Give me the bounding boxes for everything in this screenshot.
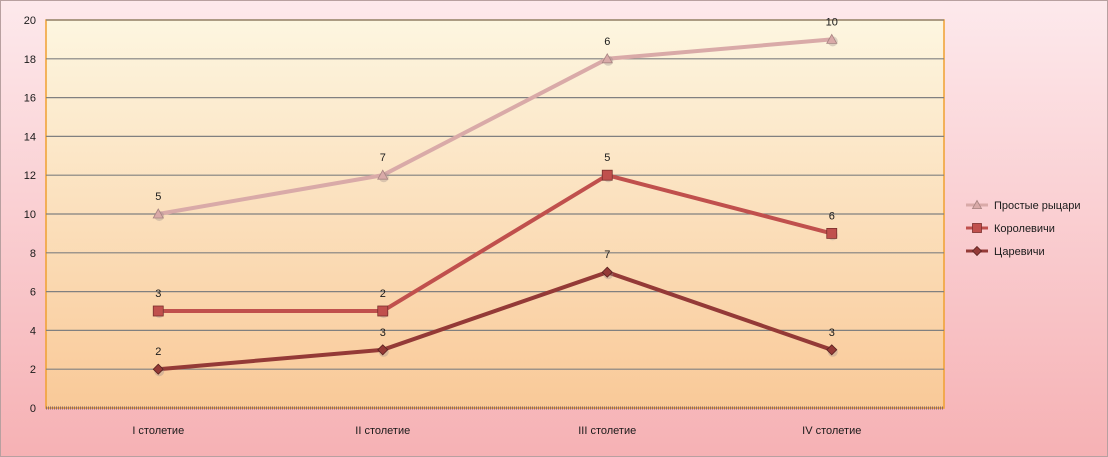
y-tick-label: 12 bbox=[24, 170, 36, 182]
series-2: 3 2 5 6 bbox=[152, 152, 838, 318]
data-label: 7 bbox=[604, 249, 610, 261]
x-tick-label: I столетие bbox=[132, 425, 184, 437]
legend-marker bbox=[972, 223, 982, 233]
gridlines bbox=[46, 19, 944, 410]
x-tick-label: III столетие bbox=[578, 425, 636, 437]
data-label: 2 bbox=[380, 288, 386, 300]
series-line bbox=[156, 270, 834, 372]
series-line bbox=[156, 37, 834, 216]
series-3: 2 3 7 3 bbox=[152, 249, 838, 377]
data-label: 6 bbox=[604, 36, 610, 48]
legend-marker bbox=[971, 199, 983, 210]
legend-marker bbox=[971, 245, 983, 257]
data-label: 5 bbox=[155, 191, 161, 203]
data-point bbox=[152, 363, 164, 375]
data-point bbox=[152, 208, 164, 219]
series-line bbox=[156, 173, 834, 313]
data-label: 3 bbox=[155, 288, 161, 300]
y-tick-label: 20 bbox=[24, 15, 36, 27]
data-label: 10 bbox=[826, 16, 838, 28]
legend-entry: Королевичи bbox=[966, 223, 1055, 235]
y-tick-label: 14 bbox=[24, 131, 36, 143]
series-1: 5 7 6 10 bbox=[152, 16, 838, 221]
y-tick-label: 0 bbox=[30, 403, 36, 415]
x-tick-label: II столетие bbox=[355, 425, 410, 437]
y-tick-label: 16 bbox=[24, 93, 36, 105]
y-tick-label: 10 bbox=[24, 209, 36, 221]
data-point bbox=[377, 344, 389, 356]
data-label: 3 bbox=[829, 327, 835, 339]
y-tick-label: 4 bbox=[30, 325, 36, 337]
legend-label: Простые рыцари bbox=[994, 200, 1080, 212]
data-point bbox=[826, 227, 838, 239]
legend: Простые рыцари Королевичи Царевичи bbox=[966, 199, 1080, 258]
data-point bbox=[601, 169, 613, 181]
data-label: 7 bbox=[380, 152, 386, 164]
data-point bbox=[377, 169, 389, 180]
data-point bbox=[601, 52, 613, 64]
y-tick-label: 6 bbox=[30, 287, 36, 299]
x-axis-ticks: I столетие II столетие III столетие IV стол… bbox=[132, 425, 861, 437]
legend-entry: Простые рыцари bbox=[966, 199, 1080, 212]
data-point bbox=[826, 344, 838, 356]
data-point bbox=[826, 33, 838, 44]
x-tick-label: IV столетие bbox=[802, 425, 861, 437]
data-point bbox=[377, 305, 389, 317]
y-tick-label: 8 bbox=[30, 248, 36, 260]
legend-label: Царевичи bbox=[994, 246, 1045, 258]
y-tick-label: 2 bbox=[30, 364, 36, 376]
data-point bbox=[152, 305, 164, 317]
y-axis-ticks: 0 2 4 6 8 10 12 14 16 18 20 bbox=[24, 15, 36, 415]
series-layer: 5 7 6 10 3 2 5 6 2 3 7 3 bbox=[152, 16, 838, 377]
data-label: 3 bbox=[380, 327, 386, 339]
data-point bbox=[601, 266, 613, 278]
legend-entry: Царевичи bbox=[966, 245, 1045, 258]
data-label: 6 bbox=[829, 210, 835, 222]
data-label: 2 bbox=[155, 346, 161, 358]
y-tick-label: 18 bbox=[24, 54, 36, 66]
legend-label: Королевичи bbox=[994, 223, 1055, 235]
data-label: 5 bbox=[604, 152, 610, 164]
